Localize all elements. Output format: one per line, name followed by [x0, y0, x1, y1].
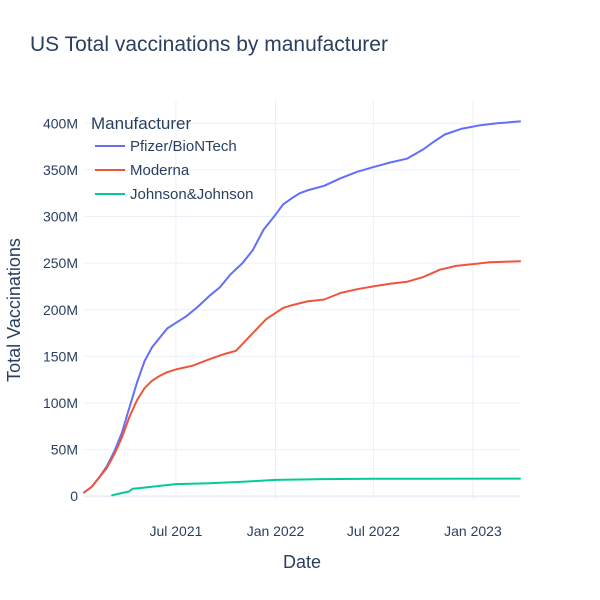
legend: Manufacturer Pfizer/BioNTech Moderna Johns… [91, 114, 253, 203]
y-axis-ticks: 0 50M 100M 150M 200M 250M 300M 350M 400M [43, 115, 78, 504]
legend-title: Manufacturer [91, 114, 191, 133]
y-tick-label: 200M [43, 302, 78, 318]
y-tick-label: 50M [51, 442, 78, 458]
x-axis-ticks: Jul 2021 Jan 2022 Jul 2022 Jan 2023 [149, 523, 501, 539]
series-lines [83, 120, 521, 497]
x-tick-label: Jan 2022 [247, 523, 305, 539]
legend-items: Pfizer/BioNTech Moderna Johnson&Johnson [95, 138, 253, 203]
x-tick-label: Jul 2021 [149, 523, 202, 539]
y-axis-title: Total Vaccinations [4, 238, 24, 382]
y-tick-label: 0 [70, 488, 78, 504]
y-tick-label: 150M [43, 348, 78, 364]
y-tick-label: 300M [43, 209, 78, 225]
legend-label-johnson-johnson: Johnson&Johnson [130, 186, 253, 203]
x-tick-label: Jul 2022 [347, 523, 400, 539]
chart-title: US Total vaccinations by manufacturer [30, 33, 388, 56]
series-line-pfizer-biontech [83, 120, 521, 494]
x-axis-title: Date [283, 552, 321, 572]
x-tick-label: Jan 2023 [444, 523, 502, 539]
y-tick-label: 100M [43, 395, 78, 411]
series-line-johnson-johnson [111, 477, 521, 497]
series-line-moderna [83, 260, 521, 494]
legend-label-pfizer-biontech: Pfizer/BioNTech [130, 138, 237, 155]
legend-label-moderna: Moderna [130, 162, 190, 179]
y-tick-label: 400M [43, 115, 78, 131]
y-tick-label: 350M [43, 162, 78, 178]
y-tick-label: 250M [43, 255, 78, 271]
